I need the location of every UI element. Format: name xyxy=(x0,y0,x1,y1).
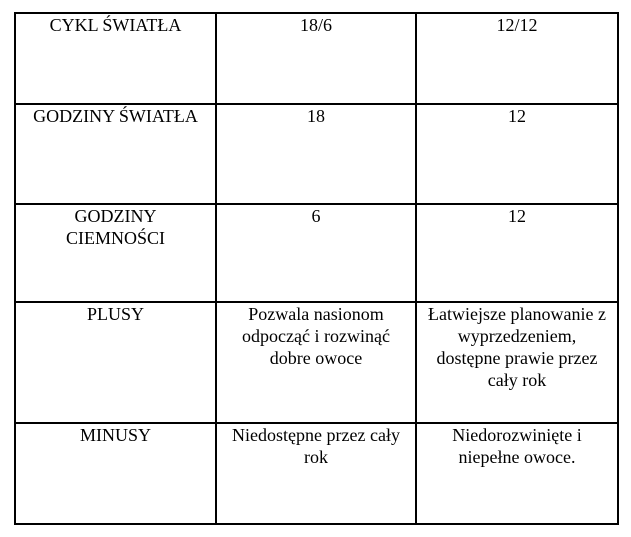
light-cycle-comparison-table: CYKL ŚWIATŁA 18/6 12/12 GODZINY ŚWIATŁA … xyxy=(14,12,619,525)
cell-dark-hours-18-6: 6 xyxy=(215,203,417,303)
table-row-pros: PLUSY Pozwala nasionom odpocząć i rozwin… xyxy=(14,301,619,424)
cell-cons-12-12: Niedorozwinięte i niepełne owoce. xyxy=(415,422,619,525)
cell-pros-18-6: Pozwala nasionom odpocząć i rozwinąć dob… xyxy=(215,301,417,424)
cell-cycle-12-12: 12/12 xyxy=(415,12,619,105)
table-row-light-cycle: CYKL ŚWIATŁA 18/6 12/12 xyxy=(14,12,619,105)
cell-cycle-18-6: 18/6 xyxy=(215,12,417,105)
cell-light-hours-12-12: 12 xyxy=(415,103,619,205)
row-header-plusy: PLUSY xyxy=(14,301,217,424)
cell-pros-12-12: Łatwiejsze planowanie z wyprzedzeniem, d… xyxy=(415,301,619,424)
table-row-dark-hours: GODZINY CIEMNOŚCI 6 12 xyxy=(14,203,619,303)
row-header-godziny-ciemnosci: GODZINY CIEMNOŚCI xyxy=(14,203,217,303)
cell-cons-18-6: Niedostępne przez cały rok xyxy=(215,422,417,525)
row-header-minusy: MINUSY xyxy=(14,422,217,525)
table-row-light-hours: GODZINY ŚWIATŁA 18 12 xyxy=(14,103,619,205)
table-row-cons: MINUSY Niedostępne przez cały rok Niedor… xyxy=(14,422,619,525)
row-header-godziny-swiatla: GODZINY ŚWIATŁA xyxy=(14,103,217,205)
cell-dark-hours-12-12: 12 xyxy=(415,203,619,303)
row-header-cykl-swiatla: CYKL ŚWIATŁA xyxy=(14,12,217,105)
cell-light-hours-18-6: 18 xyxy=(215,103,417,205)
